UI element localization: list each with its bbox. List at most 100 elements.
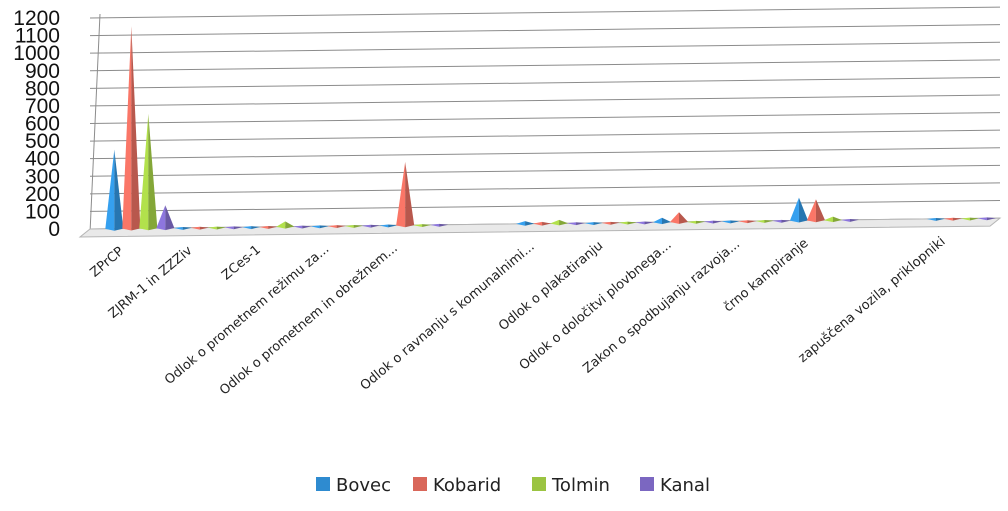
- peak-right-face: [114, 149, 124, 231]
- gridline: [89, 6, 1001, 19]
- peak-bovec: [173, 227, 192, 230]
- peak-right-face: [986, 217, 996, 221]
- peak-right-face: [388, 224, 398, 228]
- peak-tolmin: [276, 221, 295, 229]
- peak-right-face: [182, 227, 192, 230]
- peak-right-face: [730, 220, 740, 224]
- legend-label: Tolmin: [551, 475, 610, 496]
- axis-wall-line: [89, 13, 101, 234]
- peak-bovec: [926, 217, 945, 221]
- peak-right-face: [610, 221, 620, 225]
- peak-left-face: [224, 226, 234, 230]
- peak-left-face: [190, 226, 200, 230]
- peak-left-face: [327, 225, 337, 229]
- peak-right-face: [935, 217, 945, 221]
- peak-right-face: [662, 217, 672, 225]
- peak-right-face: [747, 220, 757, 224]
- y-tick-label: 1100: [15, 25, 60, 48]
- peak-left-face: [653, 217, 663, 225]
- peak-bovec: [242, 226, 261, 230]
- peak-left-face: [276, 221, 286, 229]
- peak-left-face: [173, 227, 183, 230]
- peak-left-face: [242, 226, 252, 230]
- peak-left-face: [840, 219, 850, 222]
- peak-right-face: [679, 212, 689, 224]
- peak-left-face: [618, 221, 628, 225]
- peak-kobarid: [327, 225, 346, 229]
- peak-tolmin: [755, 220, 774, 223]
- peak-left-face: [396, 161, 406, 228]
- series-marks: [105, 26, 996, 231]
- peak-left-face: [721, 220, 731, 224]
- gridline: [89, 147, 1001, 160]
- y-tick-label: 800: [25, 77, 60, 100]
- legend-swatch: [413, 477, 427, 491]
- peak-tolmin: [687, 220, 706, 224]
- legend-item-kobarid: Kobarid: [413, 475, 501, 496]
- x-tick-label: zapuščena vozila, priklopniki: [796, 234, 949, 366]
- peak-left-face: [584, 222, 594, 225]
- peak-right-face: [199, 226, 209, 230]
- peak-kobarid: [190, 226, 209, 230]
- peak-right-face: [405, 161, 415, 228]
- peak-bovec: [789, 197, 808, 223]
- peak-right-face: [849, 219, 859, 222]
- peak-left-face: [310, 225, 320, 229]
- peak-left-face: [259, 225, 269, 229]
- peak-left-face: [156, 205, 166, 231]
- peak-left-face: [207, 226, 217, 230]
- peak-right-face: [627, 221, 637, 225]
- y-tick-label: 900: [25, 60, 60, 83]
- peak-kanal: [772, 219, 791, 223]
- peak-right-face: [593, 222, 603, 225]
- peak-tolmin: [344, 224, 363, 228]
- peak-kanal: [430, 223, 449, 227]
- gridline: [89, 182, 1001, 195]
- peak-bovec: [379, 224, 398, 228]
- peak-kanal: [977, 217, 996, 221]
- peak-left-face: [704, 220, 714, 224]
- peak-left-face: [139, 114, 149, 231]
- y-tick-label: 1200: [13, 7, 60, 30]
- peak-left-face: [823, 216, 833, 223]
- peak-right-face: [233, 226, 243, 230]
- peak-left-face: [635, 221, 645, 225]
- peak-left-face: [960, 217, 970, 221]
- peak-left-face: [977, 217, 987, 221]
- peak-left-face: [550, 219, 560, 226]
- peak-kobarid: [738, 220, 757, 224]
- gridline: [89, 129, 1001, 142]
- legend-swatch: [640, 477, 654, 491]
- peak-right-face: [302, 225, 312, 229]
- peak-right-face: [422, 224, 432, 228]
- y-tick-label: 0: [48, 218, 60, 241]
- legend-item-bovec: Bovec: [316, 475, 391, 496]
- peak-bovec: [721, 220, 740, 224]
- legend-item-tolmin: Tolmin: [532, 475, 610, 496]
- peak-right-face: [319, 225, 329, 229]
- peak-right-face: [285, 221, 295, 229]
- peak-left-face: [105, 149, 115, 231]
- peak-kobarid: [943, 217, 962, 221]
- peak-left-face: [413, 224, 423, 228]
- peak-right-face: [439, 223, 449, 227]
- peak-kobarid: [533, 221, 552, 226]
- peak-right-face: [576, 222, 586, 226]
- peak-kanal: [224, 226, 243, 230]
- peak-kanal: [704, 220, 723, 224]
- peak-right-face: [148, 114, 158, 231]
- peak-left-face: [943, 217, 953, 221]
- peak-left-face: [687, 220, 697, 224]
- peak-left-face: [670, 212, 680, 224]
- peak-kanal: [840, 219, 859, 222]
- peak-right-face: [353, 224, 363, 228]
- gridlines: [89, 6, 1001, 234]
- legend: Bovec Kobarid Tolmin Kanal: [316, 475, 710, 496]
- gridline: [89, 76, 1001, 89]
- peak-left-face: [516, 221, 526, 226]
- peak-right-face: [542, 221, 552, 226]
- peak-kobarid: [122, 26, 141, 231]
- peak-bovec: [653, 217, 672, 225]
- peak-kanal: [567, 222, 586, 226]
